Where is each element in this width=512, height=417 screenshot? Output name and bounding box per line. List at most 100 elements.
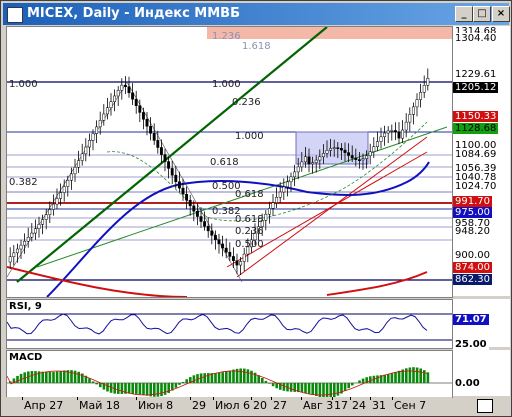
macd-histogram-bar (214, 372, 217, 383)
candle-body (303, 156, 307, 163)
time-axis-tick (190, 397, 191, 400)
time-axis-label: Авг 3 (303, 399, 334, 412)
macd-histogram-bar (106, 383, 109, 392)
scroll-button[interactable] (477, 399, 493, 413)
candle-body (30, 232, 34, 238)
candle-body (19, 244, 23, 250)
fib-level-label: 1.000 (212, 79, 241, 90)
candle-body (278, 191, 282, 198)
candle-body (116, 90, 120, 97)
chart-app-icon (7, 7, 23, 23)
candle-body (411, 106, 415, 115)
price-axis-label: 900.00 (453, 250, 492, 261)
macd-histogram-bar (297, 383, 300, 393)
title-bar[interactable]: MICEX, Daily - Индекс ММВБ _ □ × (3, 3, 510, 25)
macd-histogram-bar (232, 369, 235, 383)
candle-body (41, 219, 45, 225)
candle-body (401, 129, 405, 139)
candle-body (426, 78, 430, 86)
candle-body (80, 153, 84, 161)
price-axis-label: 1040.78 (453, 172, 499, 183)
macd-histogram-bar (88, 378, 91, 383)
candle-body (314, 159, 318, 163)
fib-level-label: 0.236 (235, 226, 264, 237)
macd-axis-label: 0.00 (453, 378, 482, 389)
macd-histogram-bar (12, 378, 16, 383)
candle-body (91, 133, 95, 141)
candle-body (156, 140, 160, 148)
candle-body (174, 174, 178, 182)
moving-average-red (7, 266, 428, 297)
candle-body (325, 150, 329, 154)
macd-histogram-bar (221, 372, 224, 383)
macd-histogram-bar (41, 371, 44, 383)
candle-body (188, 199, 192, 207)
macd-histogram-bar (95, 383, 98, 385)
candle-body (329, 148, 333, 151)
macd-histogram-bar (426, 372, 430, 383)
candle-body (145, 119, 149, 127)
macd-histogram-bar (131, 383, 134, 394)
candle-body (181, 187, 185, 195)
time-axis-label: 29 (192, 399, 206, 412)
macd-histogram-bar (250, 370, 253, 383)
fib-level-label: 0.618 (235, 214, 264, 225)
macd-histogram-bar (66, 370, 70, 383)
macd-histogram-bar (340, 383, 343, 394)
candle-body (293, 171, 297, 178)
candle-body (134, 98, 138, 106)
trendline-green-main (16, 27, 328, 283)
macd-histogram-bar (145, 383, 149, 396)
candle-body (354, 157, 358, 160)
time-axis-tick (370, 397, 371, 400)
candle-body (307, 156, 311, 165)
time-axis-label: 27 (273, 399, 287, 412)
macd-histogram-bar (181, 381, 185, 383)
macd-histogram-bar (293, 383, 296, 392)
time-axis-tick (392, 397, 393, 400)
window-title: MICEX, Daily - Индекс ММВБ (27, 6, 241, 21)
candle-body (185, 194, 189, 201)
close-button[interactable]: × (492, 6, 510, 22)
macd-signal-line (7, 370, 428, 396)
macd-histogram-bar (142, 383, 145, 396)
macd-histogram-bar (91, 381, 95, 383)
candle-body (404, 121, 408, 131)
price-chart-pane[interactable]: 1.000 1.000 0.236 1.000 0.618 0.382 0.500 0.618… (6, 26, 453, 298)
macd-axis (452, 350, 510, 396)
macd-histogram-bar (261, 377, 264, 383)
macd-pane[interactable]: MACD (6, 350, 453, 398)
maximize-button[interactable]: □ (473, 6, 491, 22)
fib-level-label: 0.500 (212, 181, 241, 192)
macd-histogram-bar (415, 367, 419, 383)
candle-body (195, 211, 199, 217)
fib-level-label: 1.618 (242, 41, 271, 52)
candle-body (350, 155, 354, 159)
macd-histogram-bar (34, 371, 37, 383)
rsi-axis-label: 25.00 (453, 339, 489, 350)
candle-body (73, 167, 77, 175)
candle-body (138, 105, 142, 113)
fib-level-label: 0.500 (235, 239, 264, 250)
candle-body (386, 130, 390, 134)
macd-histogram-bar (48, 372, 52, 383)
candle-body (113, 95, 117, 103)
macd-histogram-bar (279, 383, 282, 390)
candle-body (361, 158, 365, 161)
macd-histogram-bar (127, 383, 131, 394)
candle-body (343, 149, 347, 153)
fib-extension-band (207, 27, 452, 39)
candle-body (379, 136, 383, 142)
candle-body (257, 226, 261, 234)
minimize-button[interactable]: _ (455, 6, 473, 22)
time-axis-tick (136, 397, 137, 400)
macd-histogram-bar (210, 373, 214, 383)
macd-histogram-bar (99, 383, 102, 388)
price-axis-label: 1056.39 (453, 163, 499, 174)
candle-body (203, 221, 207, 227)
macd-histogram-bar (369, 376, 372, 383)
candle-body (167, 161, 171, 169)
macd-histogram-bar (275, 383, 278, 389)
rsi-pane[interactable]: RSI, 9 (6, 299, 453, 349)
